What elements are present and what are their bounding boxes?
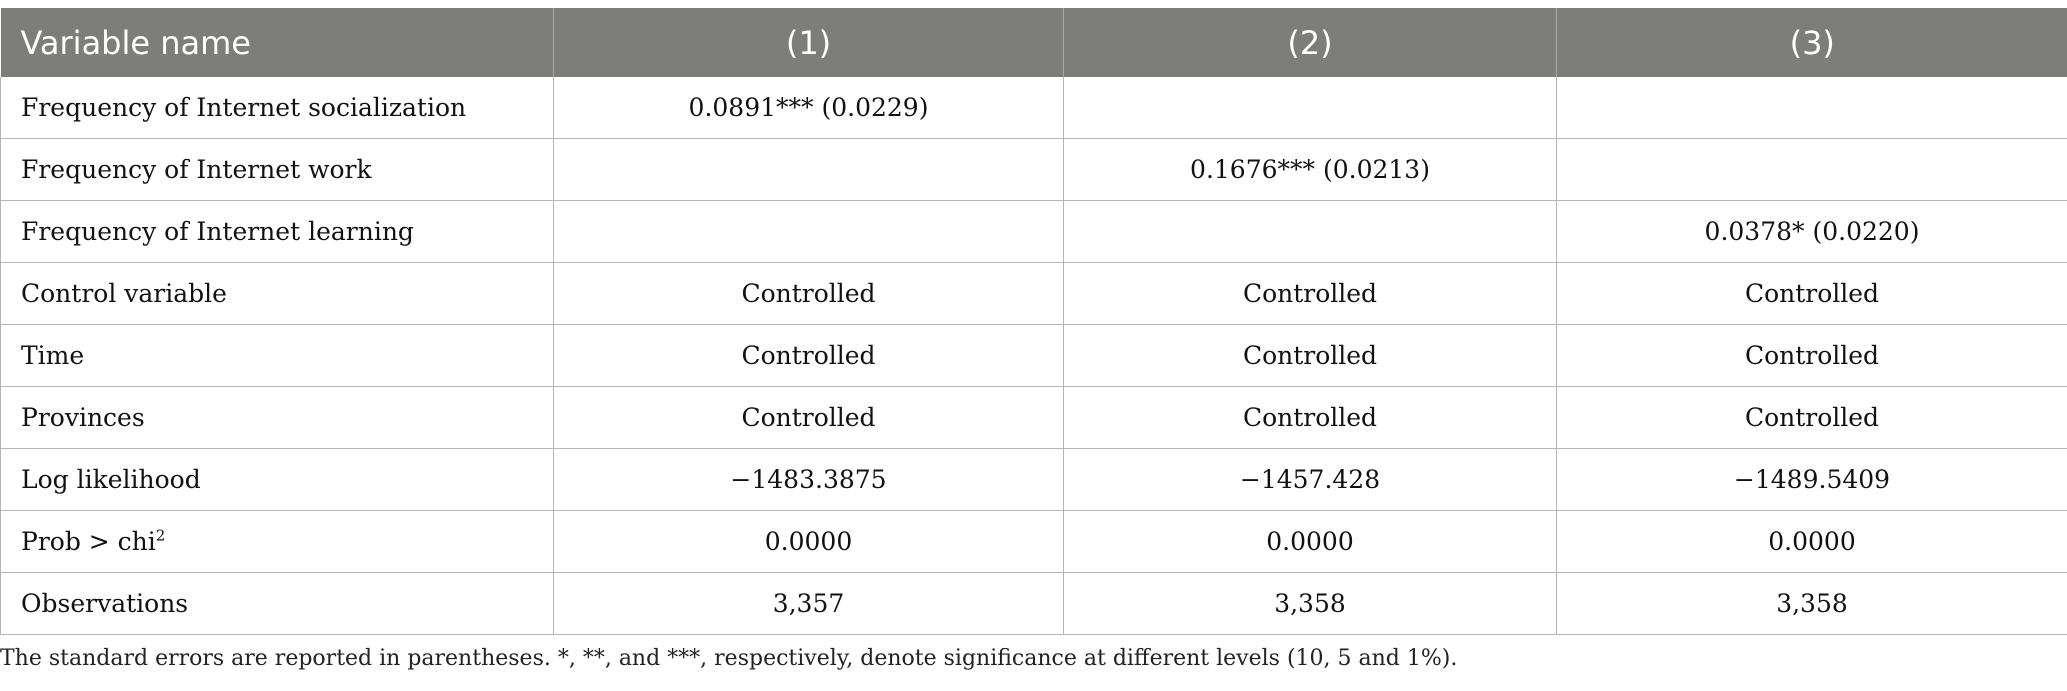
row-label: Time: [0, 324, 554, 387]
table-row: Frequency of Internet learning 0.0378* (…: [0, 200, 2067, 263]
results-table-container: Variable name (1) (2) (3) Frequency of I…: [0, 8, 2067, 635]
row-label: Frequency of Internet socialization: [0, 77, 554, 139]
header-model-2: (2): [1063, 8, 1557, 77]
table-row: Control variable Controlled Controlled C…: [0, 262, 2067, 325]
table-row: Prob > chi2 0.0000 0.0000 0.0000: [0, 510, 2067, 573]
row-label-text: Frequency of Internet socialization: [21, 93, 467, 122]
table-row: Frequency of Internet work 0.1676*** (0.…: [0, 138, 2067, 201]
table-cell: Controlled: [553, 386, 1064, 449]
table-cell: 3,358: [1556, 572, 2067, 635]
table-cell: Controlled: [1063, 262, 1557, 325]
table-row: Provinces Controlled Controlled Controll…: [0, 386, 2067, 449]
table-cell: [1556, 77, 2067, 139]
header-model-1: (1): [553, 8, 1064, 77]
row-label: Control variable: [0, 262, 554, 325]
table-cell: −1483.3875: [553, 448, 1064, 511]
table-cell: 0.0378* (0.0220): [1556, 200, 2067, 263]
table-cell: [1556, 138, 2067, 201]
row-label-text: Time: [21, 341, 85, 370]
table-cell: Controlled: [1063, 324, 1557, 387]
row-label: Log likelihood: [0, 448, 554, 511]
table-header-row: Variable name (1) (2) (3): [0, 8, 2067, 77]
table-row: Log likelihood −1483.3875 −1457.428 −148…: [0, 448, 2067, 511]
table-cell: Controlled: [1556, 324, 2067, 387]
row-label-text: Frequency of Internet work: [21, 155, 372, 184]
table-cell: [1063, 77, 1557, 139]
table-cell: [553, 200, 1064, 263]
superscript-2: 2: [155, 526, 166, 545]
table-cell: 0.0000: [1556, 510, 2067, 573]
header-variable-name: Variable name: [0, 8, 554, 77]
header-model-3: (3): [1556, 8, 2067, 77]
row-label-text: Log likelihood: [21, 465, 201, 494]
row-label: Observations: [0, 572, 554, 635]
table-cell: 3,357: [553, 572, 1064, 635]
table-footnote: The standard errors are reported in pare…: [0, 646, 1458, 671]
row-label-text: Provinces: [21, 403, 145, 432]
table-cell: 0.0000: [553, 510, 1064, 573]
table-cell: Controlled: [1063, 386, 1557, 449]
table-cell: −1457.428: [1063, 448, 1557, 511]
row-label: Frequency of Internet work: [0, 138, 554, 201]
table-cell: Controlled: [1556, 386, 2067, 449]
regression-results-table: Variable name (1) (2) (3) Frequency of I…: [0, 8, 2067, 635]
row-label-text: Control variable: [21, 279, 227, 308]
row-label-text: Prob > chi: [21, 527, 156, 556]
row-label: Prob > chi2: [0, 510, 554, 573]
table-cell: Controlled: [553, 324, 1064, 387]
table-cell: 3,358: [1063, 572, 1557, 635]
row-label-text: Frequency of Internet learning: [21, 217, 414, 246]
table-cell: 0.1676*** (0.0213): [1063, 138, 1557, 201]
row-label: Provinces: [0, 386, 554, 449]
table-cell: 0.0000: [1063, 510, 1557, 573]
table-row: Observations 3,357 3,358 3,358: [0, 572, 2067, 635]
table-cell: Controlled: [1556, 262, 2067, 325]
table-cell: 0.0891*** (0.0229): [553, 77, 1064, 139]
table-row: Time Controlled Controlled Controlled: [0, 324, 2067, 387]
table-row: Frequency of Internet socialization 0.08…: [0, 77, 2067, 139]
table-cell: [1063, 200, 1557, 263]
table-cell: −1489.5409: [1556, 448, 2067, 511]
table-cell: Controlled: [553, 262, 1064, 325]
row-label: Frequency of Internet learning: [0, 200, 554, 263]
row-label-text: Observations: [21, 589, 189, 618]
table-cell: [553, 138, 1064, 201]
